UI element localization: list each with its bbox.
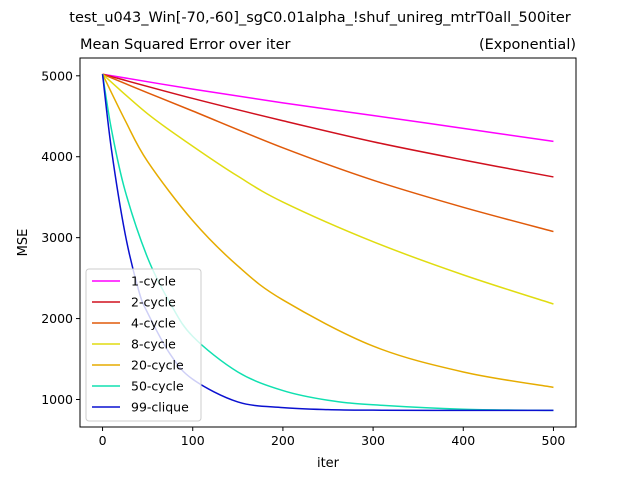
legend-label-50-cycle: 50-cycle [131, 379, 184, 394]
plot-area-frame [79, 57, 577, 428]
x-tick-label: 100 [181, 433, 205, 448]
legend-label-1-cycle: 1-cycle [131, 274, 176, 289]
y-axis-label: MSE [16, 229, 31, 257]
legend-label-2-cycle: 2-cycle [131, 295, 176, 310]
legend-label-8-cycle: 8-cycle [131, 337, 176, 352]
y-tick-label: 1000 [41, 392, 73, 407]
x-axis-label: iter [317, 456, 340, 471]
ticks-layer: 0 100 200 300 400 500 1000 2000 3000 4000 5000 [41, 68, 565, 448]
x-tick-label: 500 [542, 433, 566, 448]
y-tick-label: 3000 [41, 230, 73, 245]
legend-frame [85, 268, 202, 422]
series-line-1-cycle [102, 73, 554, 143]
chart-subtitle: (Exponential) [479, 37, 576, 53]
series-line-4-cycle [102, 73, 554, 233]
series-line-50-cycle [101, 74, 554, 412]
series-line-2-cycle [102, 73, 554, 178]
chart-title: Mean Squared Error over iter [80, 37, 291, 53]
figure-title: test_u043_Win[-70,-60]_sgC0.01alpha_!shu… [69, 10, 570, 26]
legend-label-20-cycle: 20-cycle [131, 358, 184, 373]
legend-label-4-cycle: 4-cycle [131, 316, 176, 331]
series-line-8-cycle [102, 73, 554, 305]
x-tick-label: 200 [271, 433, 295, 448]
x-tick-label: 0 [99, 433, 107, 448]
series-line-20-cycle [101, 73, 554, 389]
x-tick-label: 400 [451, 433, 475, 448]
x-tick-label: 300 [361, 433, 385, 448]
y-tick-label: 4000 [41, 149, 73, 164]
legend-label-99-clique: 99-clique [131, 400, 189, 415]
y-tick-label: 5000 [41, 68, 73, 83]
y-tick-label: 2000 [41, 311, 73, 326]
legend: 1-cycle 2-cycle 4-cycle 8-cycle 20-cycle 50-c… [85, 268, 202, 422]
